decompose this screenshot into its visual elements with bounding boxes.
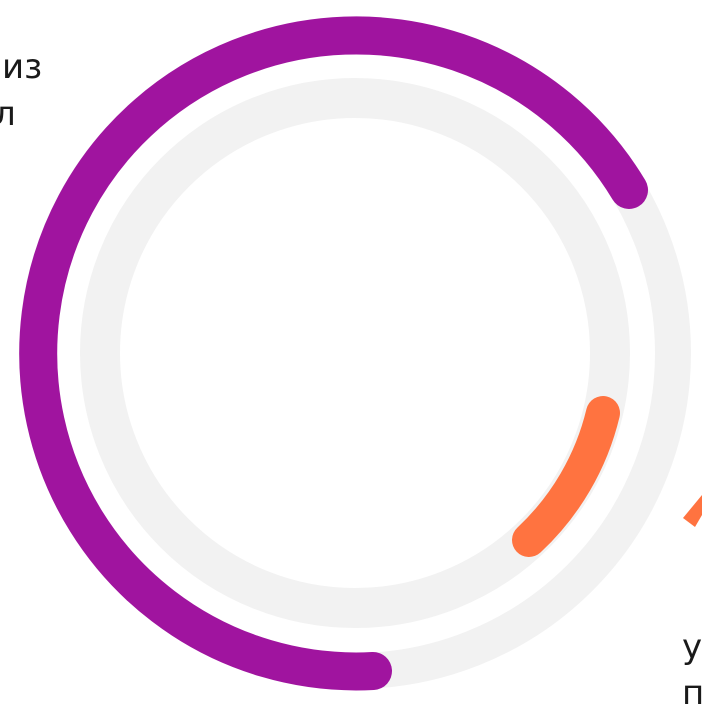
- inner-track: [80, 78, 630, 628]
- text-fragment: из: [2, 47, 43, 87]
- text-fragment: п: [682, 673, 702, 713]
- inner-progress-arc: [512, 396, 620, 557]
- text-fragment: у: [682, 627, 702, 667]
- outer-progress-arc: [19, 16, 648, 691]
- orange-fragment: [683, 495, 702, 527]
- text-fragment: л: [0, 94, 16, 134]
